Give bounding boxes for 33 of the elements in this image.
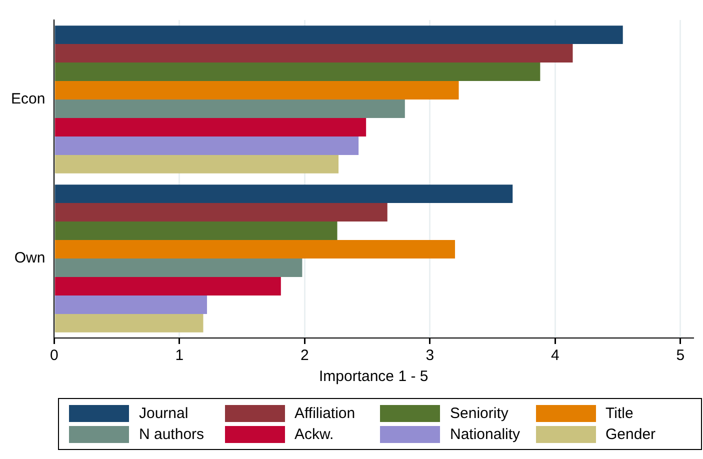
bar [54, 240, 456, 258]
y-tick-label: Econ [10, 90, 46, 108]
x-axis-title: Importance 1 - 5 [318, 368, 428, 386]
bar [54, 44, 573, 63]
legend-label: Seniority [450, 405, 508, 422]
bar [54, 314, 204, 332]
bar [54, 295, 208, 314]
bar [54, 222, 338, 240]
x-tick-label: 5 [676, 347, 685, 364]
legend-label: Ackw. [294, 426, 334, 443]
legend-label: Journal [139, 405, 188, 422]
legend-label: Gender [606, 426, 656, 443]
x-tick-label: 3 [426, 347, 434, 364]
bar [54, 100, 405, 118]
bar [54, 276, 281, 296]
y-tick-label: Own [14, 250, 46, 267]
bar [54, 118, 366, 136]
bar [54, 184, 513, 204]
legend-label: Nationality [450, 426, 520, 443]
bar [54, 258, 302, 277]
legend-label: Affiliation [294, 405, 356, 422]
bar [54, 62, 540, 82]
legend-label: N authors [139, 426, 204, 443]
x-tick-label: 0 [50, 347, 58, 364]
bar [54, 203, 388, 222]
x-tick-label: 2 [300, 347, 309, 364]
bar [54, 81, 459, 100]
bar [54, 154, 339, 174]
bar [54, 26, 623, 44]
x-tick-label: 1 [175, 347, 184, 364]
bar [54, 136, 359, 155]
legend-label: Title [606, 405, 634, 422]
x-tick-label: 4 [551, 347, 560, 364]
